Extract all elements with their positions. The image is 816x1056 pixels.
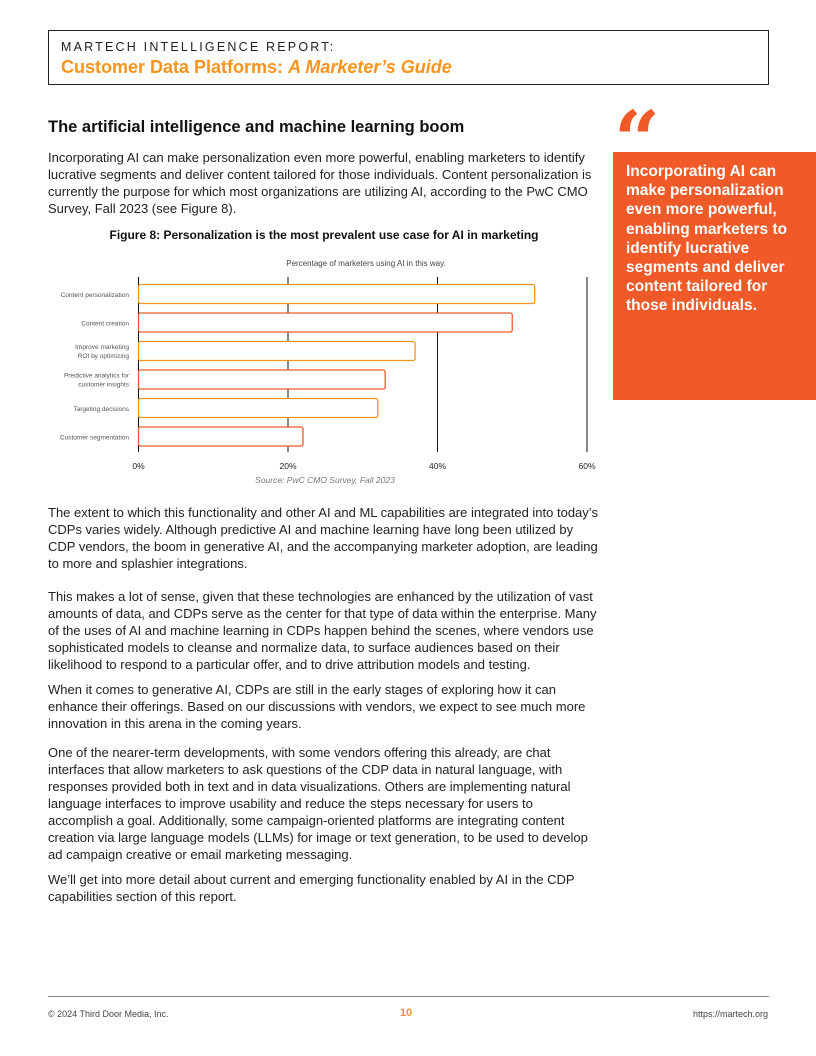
bar (137, 397, 379, 419)
report-kicker: MARTECH INTELLIGENCE REPORT: (61, 40, 336, 54)
paragraph: We’ll get into more detail about current… (48, 872, 575, 904)
paragraph: The extent to which this functionality a… (48, 505, 598, 571)
figure-title: Figure 8: Personalization is the most pr… (109, 228, 539, 242)
footer-copyright: © 2024 Third Door Media, Inc. (48, 1009, 169, 1019)
pull-quote: Incorporating AI can make personalizatio… (613, 152, 816, 400)
footer-divider (48, 996, 769, 997)
category-label: Improve marketing ROI by optimizing (75, 344, 129, 360)
title-main: Customer Data Platforms: (61, 57, 289, 77)
chart-title: Percentage of marketers using AI in this… (286, 259, 445, 268)
bar (137, 369, 386, 390)
category-label: Customer segmentation (60, 435, 129, 442)
bar-chart: Percentage of marketers using AI in this… (60, 259, 596, 485)
x-tick-label: 60% (578, 461, 595, 471)
chart-source: Source: PwC CMO Survey, Fall 2023 (255, 475, 395, 485)
x-tick-label: 40% (429, 461, 446, 471)
category-label: Predictive analytics for customer insight… (64, 373, 130, 389)
paragraph: This makes a lot of sense, given that th… (48, 589, 597, 672)
x-tick-label: 20% (279, 461, 296, 471)
paragraph: Incorporating AI can make personalizatio… (48, 150, 592, 216)
category-label: Content creation (81, 321, 129, 328)
footer-url[interactable]: https://martech.org (692, 1009, 768, 1019)
x-tick-label: 0% (132, 461, 145, 471)
bar (137, 426, 304, 447)
report-header: MARTECH INTELLIGENCE REPORT: Customer Da… (48, 30, 769, 85)
bar (137, 312, 513, 333)
title-italic: A Marketer’s Guide (288, 57, 452, 77)
bar (137, 283, 536, 305)
paragraph: When it comes to generative AI, CDPs are… (48, 682, 586, 731)
category-label: Content personalization (61, 292, 130, 299)
section-title: The artificial intelligence and machine … (48, 118, 465, 136)
category-label: Targeting decisions (73, 406, 129, 413)
report-title: Customer Data Platforms: A Marketer’s Gu… (61, 57, 452, 78)
paragraph: One of the nearer-term developments, wit… (48, 745, 588, 862)
page-number: 10 (400, 1007, 413, 1019)
bar (137, 340, 416, 362)
